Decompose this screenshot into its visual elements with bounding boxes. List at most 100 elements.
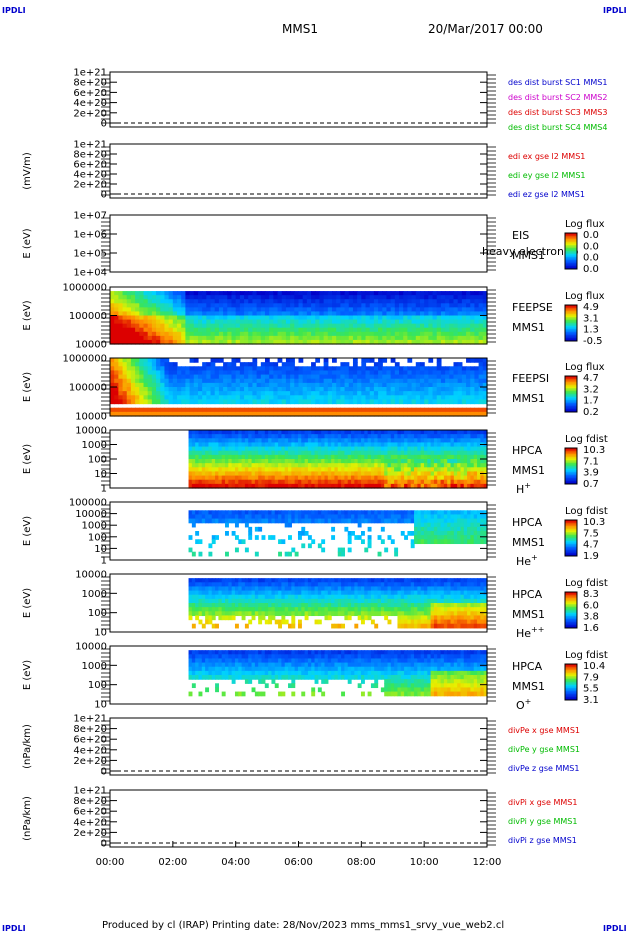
spectrogram-cell <box>291 590 296 596</box>
spectrogram-cell <box>374 430 379 435</box>
spectrogram-cell <box>384 454 389 460</box>
spectrogram-cell <box>327 391 333 396</box>
spectrogram-cell <box>403 319 409 325</box>
spectrogram-cell <box>348 370 354 376</box>
spectrogram-cell <box>205 619 210 625</box>
spectrogram-cell <box>327 590 332 596</box>
spectrogram-cell <box>191 623 196 629</box>
spectrogram-cell <box>256 391 262 396</box>
colorbar-cell <box>565 266 577 268</box>
spectrogram-cell <box>139 331 145 337</box>
spectrogram-cell <box>302 391 308 396</box>
spectrogram-cell <box>251 590 256 596</box>
spectrogram-cell <box>436 391 442 396</box>
spectrogram-cell <box>156 339 161 345</box>
spectrogram-cell <box>248 518 253 524</box>
spectrogram-cell <box>239 411 245 417</box>
spectrogram-cell <box>331 442 336 448</box>
spectrogram-cell <box>352 378 358 384</box>
spectrogram-cell <box>352 311 358 317</box>
spectrogram-cell <box>261 430 266 435</box>
spectrogram-cell <box>449 407 455 413</box>
spectrogram-cell <box>205 510 210 516</box>
spectrogram-cell <box>285 331 291 337</box>
spectrogram-cell <box>390 366 396 372</box>
spectrogram-cell <box>264 603 269 608</box>
colorbar-cell <box>565 245 577 247</box>
spectrogram-cell <box>197 327 203 333</box>
spectrogram-cell <box>254 551 259 557</box>
spectrogram-cell <box>364 442 369 448</box>
spectrogram-cell <box>297 607 302 612</box>
spectrogram-cell <box>114 307 119 313</box>
colorbar-title: Log flux <box>565 291 605 302</box>
spectrogram-cell <box>139 339 145 345</box>
spectrogram-cell <box>428 295 434 300</box>
spectrogram-cell <box>181 315 186 321</box>
spectrogram-cell <box>221 450 226 456</box>
spectrogram-cell <box>244 303 249 308</box>
colorbar-tick: 0.7 <box>583 479 599 490</box>
spectrogram-cell <box>449 311 455 317</box>
spectrogram-cell <box>211 535 216 540</box>
spectrogram-cell <box>218 307 224 313</box>
spectrogram-cell <box>463 459 468 464</box>
spectrogram-cell <box>273 311 279 317</box>
spectrogram-cell <box>357 434 362 439</box>
spectrogram-cell <box>189 311 195 317</box>
spectrogram-cell <box>274 463 279 468</box>
spectrogram-cell <box>311 483 316 489</box>
spectrogram-cell <box>126 395 132 401</box>
spectrogram-cell <box>423 463 428 468</box>
spectrogram-cell <box>201 518 206 524</box>
spectrogram-cell <box>244 382 249 388</box>
spectrogram-cell <box>126 407 132 413</box>
spectrogram-cell <box>291 471 296 477</box>
spectrogram-cell <box>241 446 246 452</box>
spectrogram-cell <box>348 378 354 384</box>
spectrogram-cell <box>208 454 213 460</box>
spectrogram-cell <box>188 434 193 439</box>
spectrogram-cell <box>361 315 367 321</box>
spectrogram-cell <box>399 339 404 345</box>
spectrogram-cell <box>239 366 245 372</box>
spectrogram-cell <box>351 459 355 464</box>
spectrogram-cell <box>264 611 269 617</box>
spectrogram-cell <box>460 454 465 460</box>
spectrogram-cell <box>414 514 418 520</box>
colorbar-cell <box>565 472 577 474</box>
spectrogram-cell <box>427 531 432 536</box>
spectrogram-cell <box>278 434 282 439</box>
spectrogram-cell <box>378 407 383 413</box>
spectrogram-cell <box>365 387 371 392</box>
spectrogram-cell <box>269 323 274 329</box>
spectrogram-cell <box>420 531 425 536</box>
spectrogram-cell <box>188 463 193 468</box>
spectrogram-cell <box>319 395 325 401</box>
spectrogram-cell <box>311 311 316 317</box>
spectrogram-cell <box>215 510 219 516</box>
spectrogram-cell <box>297 586 302 592</box>
spectrogram-cell <box>386 327 392 333</box>
spectrogram-cell <box>195 510 200 516</box>
spectrogram-cell <box>447 450 452 456</box>
spectrogram-cell <box>461 319 467 325</box>
spectrogram-cell <box>344 399 350 405</box>
spectrogram-cell <box>457 407 463 413</box>
spectrogram-cell <box>414 475 418 481</box>
spectrogram-cell <box>297 434 302 439</box>
spectrogram-cell <box>208 615 213 621</box>
spectrogram-cell <box>221 518 226 524</box>
spectrogram-cell <box>193 307 199 313</box>
spectrogram-cell <box>221 475 226 481</box>
spectrogram-cell <box>403 391 409 396</box>
spectrogram-cell <box>122 374 128 380</box>
colorbar-cell <box>565 524 577 527</box>
spectrogram-cell <box>201 438 206 444</box>
spectrogram-cell <box>198 514 203 520</box>
spectrogram-cell <box>298 315 304 321</box>
spectrogram-cell <box>228 434 233 439</box>
spectrogram-cell <box>386 295 392 300</box>
spectrogram-cell <box>139 399 145 405</box>
spectrogram-cell <box>284 430 289 435</box>
